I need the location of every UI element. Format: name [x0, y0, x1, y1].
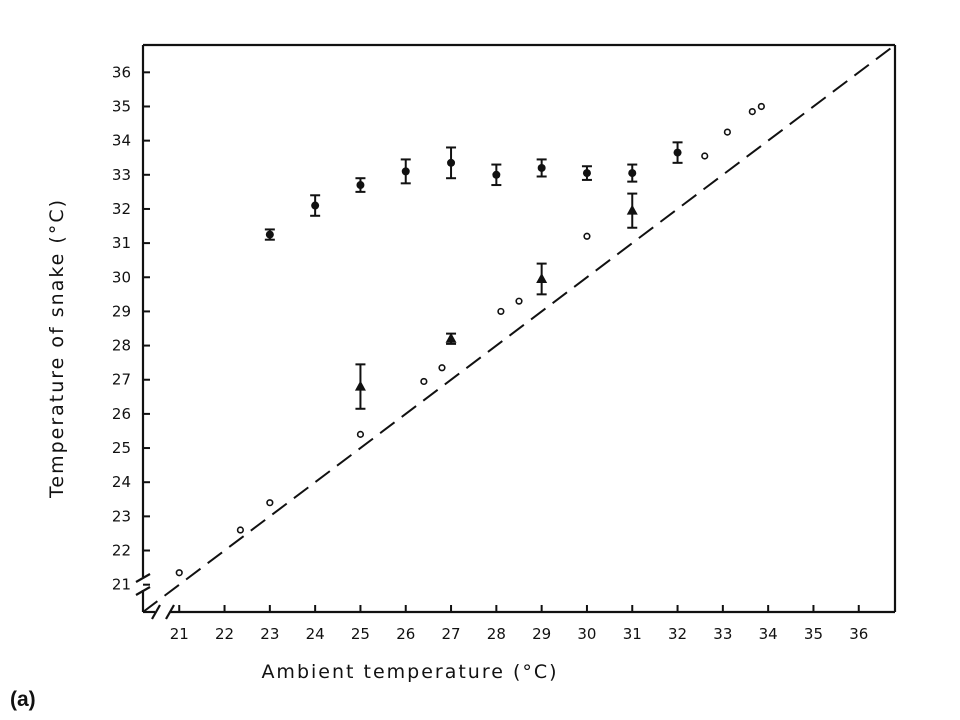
- y-tick-label: 27: [112, 371, 131, 389]
- y-axis: 21 22 23 24 25 26 27 28 29 30 31 32 33 34 35 36: [112, 63, 150, 594]
- y-axis-break-mark: [135, 573, 151, 583]
- data-point-open-circle: [583, 232, 591, 240]
- data-point-open-circle: [438, 364, 446, 372]
- data-point-triangle: [536, 272, 548, 283]
- data-point-filled-circle: [628, 169, 637, 178]
- data-point-filled-circle: [311, 201, 320, 210]
- x-tick-label: 35: [804, 625, 823, 643]
- x-tick-label: 28: [487, 625, 506, 643]
- data-point-open-circle: [701, 152, 709, 160]
- y-tick-label: 29: [112, 302, 131, 320]
- y-tick-label: 33: [112, 166, 131, 184]
- y-tick-label: 31: [112, 234, 131, 252]
- data-point-open-circle: [356, 430, 365, 438]
- y-axis-title: Temperature of snake (°C): [46, 198, 68, 499]
- data-point-filled-circle: [673, 148, 682, 157]
- y-axis-break-mark: [135, 586, 151, 596]
- x-tick-label: 29: [532, 625, 551, 643]
- y-tick-label: 30: [112, 268, 131, 286]
- data-point-filled-circle: [401, 167, 410, 176]
- x-tick-label: 26: [396, 625, 415, 643]
- data-point-filled-circle: [582, 169, 591, 178]
- data-point-filled-circle: [537, 163, 546, 172]
- x-tick-label: 33: [713, 625, 732, 643]
- x-tick-label: 23: [260, 625, 279, 643]
- x-tick-label: 30: [577, 625, 596, 643]
- data-point-open-circle: [757, 102, 765, 111]
- y-tick-label: 36: [112, 63, 131, 81]
- x-tick-label: 25: [351, 625, 370, 643]
- data-point-triangle: [354, 380, 366, 391]
- data-point-open-circle: [723, 128, 731, 136]
- panel-label: (a): [10, 688, 36, 711]
- data-point-filled-circle: [265, 230, 274, 239]
- data-point-open-circle: [236, 526, 244, 534]
- x-tick-label: 34: [759, 625, 778, 643]
- data-point-open-circle: [497, 307, 505, 316]
- data-point-triangle: [626, 204, 638, 215]
- data-point-open-circle: [748, 108, 756, 116]
- data-point-filled-circle: [356, 181, 365, 190]
- identity-reference-line: [142, 44, 896, 613]
- data-point-open-circle: [175, 569, 183, 577]
- x-tick-label: 24: [306, 625, 325, 643]
- y-tick-label: 32: [112, 200, 131, 218]
- data-point-open-circle: [515, 297, 523, 305]
- y-tick-label: 28: [112, 337, 131, 355]
- x-axis-break-mark: [165, 604, 175, 620]
- data-point-open-circle: [266, 499, 274, 507]
- x-axis-break-mark: [151, 604, 161, 620]
- x-axis: 21 22 23 24 25 26 27 28 29 30 31 32 33 34 35 36: [170, 605, 868, 643]
- data-point-filled-circle: [447, 158, 456, 167]
- x-tick-label: 22: [215, 625, 234, 643]
- data-point-filled-circle: [492, 170, 501, 179]
- x-axis-title: Ambient temperature (°C): [261, 661, 558, 683]
- y-tick-label: 26: [112, 405, 131, 423]
- x-tick-label: 31: [623, 625, 642, 643]
- data-point-open-circle: [420, 377, 428, 386]
- x-tick-label: 21: [170, 625, 189, 643]
- y-tick-label: 23: [112, 507, 131, 525]
- x-tick-label: 36: [849, 625, 868, 643]
- y-tick-label: 22: [112, 542, 131, 560]
- x-tick-label: 32: [668, 625, 687, 643]
- y-tick-label: 35: [112, 97, 131, 115]
- identity-line: [142, 44, 896, 613]
- data-point-triangle: [445, 332, 457, 343]
- y-tick-label: 34: [112, 132, 131, 150]
- data-marks: [175, 102, 765, 577]
- x-tick-label: 27: [442, 625, 461, 643]
- y-tick-label: 24: [112, 473, 131, 491]
- y-tick-label: 21: [112, 576, 131, 594]
- y-tick-label: 25: [112, 439, 131, 457]
